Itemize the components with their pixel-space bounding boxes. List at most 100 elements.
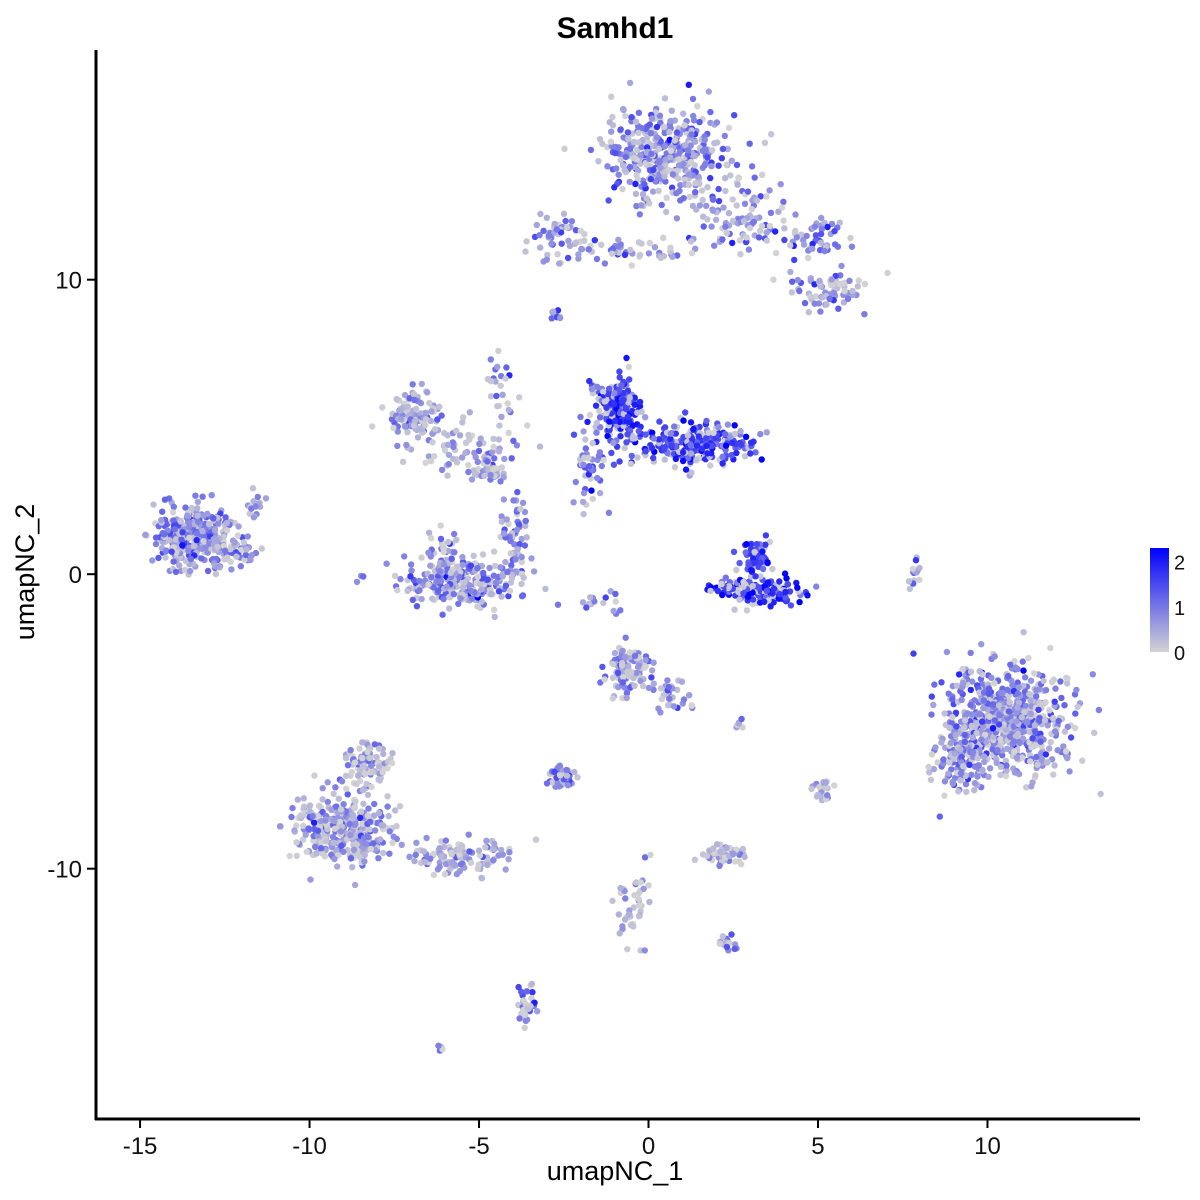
cell-point [725, 124, 733, 132]
cell-point [404, 429, 411, 436]
cell-point [731, 945, 738, 952]
cell-point [650, 454, 657, 462]
cell-point [686, 692, 693, 699]
cell-point [184, 512, 191, 519]
cell-point [671, 464, 679, 471]
cell-point [602, 594, 609, 601]
cell-point [625, 363, 632, 371]
cell-point [841, 288, 848, 295]
cell-point [657, 685, 665, 692]
cell-point [360, 800, 367, 807]
cell-point [949, 714, 956, 721]
cell-point [793, 234, 800, 241]
cell-point [612, 598, 619, 605]
cell-point [926, 769, 933, 776]
cell-point [1025, 654, 1032, 662]
cell-point [818, 214, 825, 222]
cell-point [695, 433, 702, 440]
cell-point [603, 404, 610, 411]
cell-point [499, 851, 506, 858]
cell-point [522, 248, 529, 255]
cell-point [735, 174, 743, 182]
cell-point [536, 232, 543, 239]
cell-point [437, 535, 445, 543]
cell-point [478, 598, 485, 605]
cell-point [408, 567, 415, 574]
cell-point [493, 392, 500, 400]
cell-point [623, 694, 630, 702]
cell-point [510, 437, 517, 444]
cell-point [621, 166, 628, 174]
cell-point [758, 456, 765, 463]
cell-point [436, 568, 443, 575]
cell-point [930, 701, 937, 709]
cell-point [582, 436, 589, 443]
cell-point [457, 861, 465, 868]
cell-point [687, 238, 695, 245]
cell-point [474, 458, 481, 466]
cell-point [787, 268, 794, 276]
cell-point [1004, 686, 1011, 693]
cell-point [848, 243, 856, 250]
cell-point [673, 129, 681, 136]
cell-point [376, 763, 383, 770]
cell-point [663, 208, 670, 216]
cell-point [979, 766, 986, 773]
cell-point [934, 759, 941, 766]
cell-point [626, 178, 633, 186]
cell-point [719, 236, 726, 243]
cell-point [827, 281, 835, 289]
cell-point [522, 517, 529, 525]
cell-point [386, 828, 393, 835]
cell-point [642, 159, 649, 167]
cell-point [484, 458, 491, 465]
cell-point [537, 244, 544, 251]
cell-point [495, 347, 502, 355]
cell-point [957, 770, 965, 777]
cell-point [763, 429, 770, 436]
cell-point [776, 578, 783, 585]
cell-point [194, 518, 202, 525]
cell-point [478, 586, 485, 593]
cell-point [570, 499, 577, 506]
cell-point [648, 150, 655, 158]
cell-point [723, 161, 730, 168]
cell-point [710, 429, 717, 436]
scatter-points [142, 79, 1104, 1054]
cell-point [505, 406, 512, 414]
cell-point [713, 841, 721, 848]
cell-point [635, 129, 642, 136]
cell-point [303, 848, 310, 856]
cell-point [429, 439, 436, 446]
cell-point [990, 733, 997, 741]
cell-point [780, 198, 787, 205]
cell-point [672, 455, 680, 463]
legend-tick-label: 2 [1174, 553, 1185, 575]
cell-point [666, 695, 673, 702]
cell-point [686, 193, 693, 201]
cell-point [615, 144, 622, 151]
cell-point [615, 911, 622, 918]
cell-point [692, 179, 699, 187]
cell-point [733, 202, 740, 209]
cell-point [384, 765, 391, 772]
cell-point [484, 375, 492, 383]
cell-point [719, 145, 727, 153]
cell-point [474, 565, 481, 572]
cell-point [637, 152, 644, 159]
cell-point [391, 572, 399, 579]
cell-point [620, 673, 627, 681]
cell-point [1061, 702, 1068, 709]
cell-point [430, 871, 438, 879]
cell-point [227, 546, 234, 553]
cell-point [465, 831, 472, 838]
cell-point [445, 451, 453, 459]
cell-point [440, 595, 447, 603]
cell-point [554, 601, 562, 608]
cell-point [300, 803, 308, 810]
cell-point [422, 459, 429, 466]
cell-point [742, 433, 750, 440]
cell-point [759, 565, 767, 573]
cell-point [830, 289, 837, 296]
cell-point [955, 671, 963, 678]
